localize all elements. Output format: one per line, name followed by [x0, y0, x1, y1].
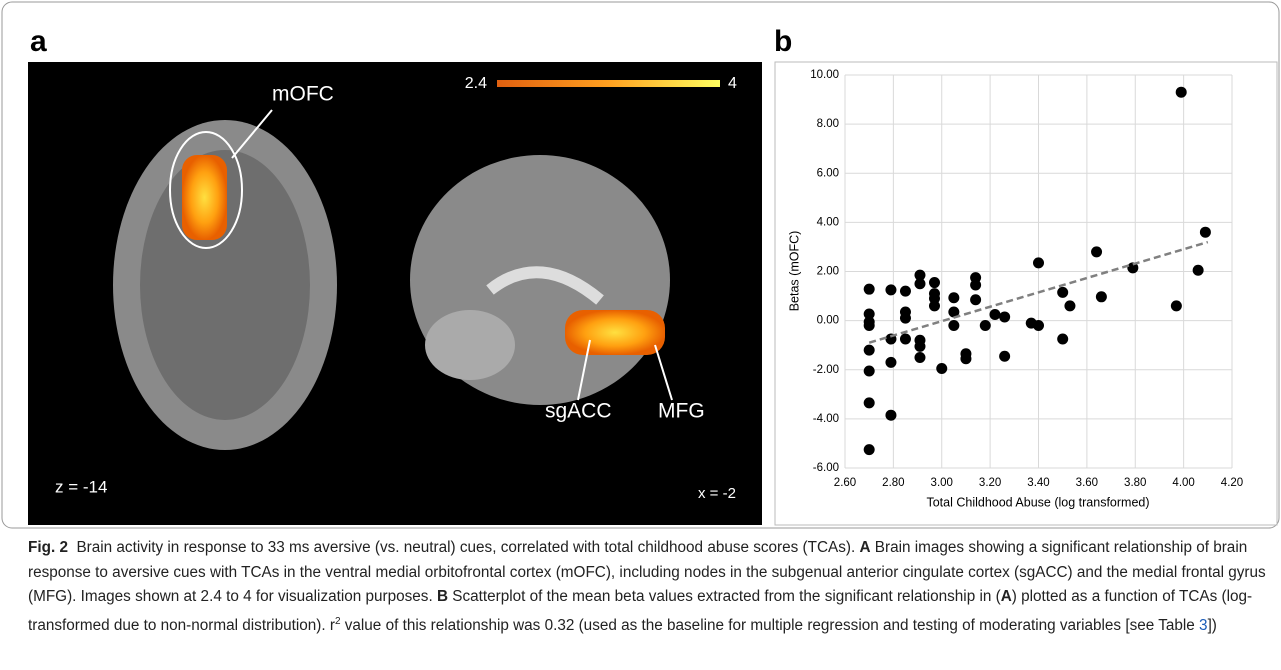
caption-text: 2 [334, 615, 341, 627]
data-point [948, 320, 960, 332]
data-point [885, 284, 897, 296]
caption-text: value of this relationship was 0.32 (use… [340, 616, 1200, 634]
region-label: sgACC [545, 400, 612, 423]
y-tick-label: 6.00 [817, 167, 839, 179]
data-point [899, 333, 911, 345]
colorbar-min: 2.4 [465, 75, 487, 92]
data-point [1192, 264, 1204, 276]
data-point [863, 320, 875, 332]
x-tick-label: 3.80 [1124, 477, 1146, 489]
data-point [863, 283, 875, 295]
corpus-callosum [486, 266, 604, 305]
data-point [1095, 291, 1107, 303]
caption-label: Fig. 2 [28, 539, 68, 556]
x-axis-label: Total Childhood Abuse (log transformed) [926, 495, 1149, 509]
colorbar-max: 4 [728, 75, 737, 92]
y-tick-label: 4.00 [817, 216, 839, 228]
data-point [970, 279, 982, 291]
figure: a b 2.4 4 mOFC sgACC MFG z = -14 x = -2 … [1, 1, 1280, 529]
panel-label: b [774, 25, 792, 58]
data-point [863, 308, 875, 320]
x-tick-label: 2.80 [882, 477, 904, 489]
figure-border [1, 1, 1280, 529]
data-point [1170, 300, 1182, 312]
cerebellum [425, 310, 515, 380]
pointer [577, 339, 591, 401]
data-point [899, 285, 911, 297]
caption-text: Brain images showing a significant relat… [28, 539, 1270, 605]
data-point [1033, 320, 1044, 332]
data-point [1057, 333, 1069, 345]
x-tick-label: 2.60 [834, 477, 856, 489]
data-point [863, 365, 875, 377]
activation [182, 155, 227, 240]
y-tick-label: 2.00 [817, 266, 839, 278]
data-point [1199, 226, 1211, 238]
data-point [948, 292, 960, 304]
x-tick-label: 4.20 [1221, 477, 1243, 489]
data-point [960, 353, 972, 365]
data-point [999, 311, 1011, 323]
data-point [914, 269, 926, 281]
y-tick-label: -2.00 [813, 364, 839, 376]
caption-text: A [1000, 588, 1012, 605]
data-point [928, 277, 940, 289]
data-point [899, 312, 911, 324]
slice-label: x = -2 [698, 485, 736, 502]
data-point [1175, 86, 1187, 98]
y-tick-label: 0.00 [817, 315, 839, 327]
caption-text: B [436, 588, 449, 605]
slice-label: z = -14 [55, 477, 107, 496]
caption: Fig. 2 Brain activity in response to 33 … [28, 536, 1268, 638]
x-tick-label: 3.20 [979, 477, 1001, 489]
colorbar [497, 80, 720, 87]
data-point [914, 340, 926, 352]
data-point [989, 308, 1001, 320]
y-tick-label: 8.00 [817, 118, 839, 130]
y-tick-label: 10.00 [810, 69, 839, 81]
data-point [863, 444, 875, 456]
x-tick-label: 3.00 [931, 477, 953, 489]
caption-text: Brain activity in response to 33 ms aver… [67, 539, 860, 556]
data-point [928, 300, 940, 312]
data-point [914, 278, 926, 290]
data-point [936, 363, 948, 375]
caption-text: ) plotted as a function of TCAs (log-tra… [28, 588, 1253, 634]
data-point [885, 409, 897, 421]
region-label: MFG [658, 400, 705, 423]
data-point [999, 350, 1011, 362]
data-point [948, 306, 960, 318]
data-point [863, 344, 875, 356]
caption-text: A [859, 539, 871, 556]
x-tick-label: 4.00 [1172, 477, 1194, 489]
pointer [654, 344, 673, 401]
data-point [1091, 246, 1103, 258]
activation [565, 310, 665, 355]
data-point [1127, 262, 1139, 274]
roi-ellipse [169, 131, 243, 249]
data-point [914, 351, 926, 363]
region-label: mOFC [272, 83, 334, 106]
y-axis-label: Betas (mOFC) [787, 231, 801, 312]
trendline [868, 240, 1209, 344]
caption-text: ]) [1207, 616, 1217, 634]
panel-label: a [30, 25, 47, 58]
chart-frame [774, 61, 1278, 526]
data-point [863, 397, 875, 409]
data-point [979, 320, 991, 332]
caption-text: Scatterplot of the mean beta values extr… [448, 588, 1001, 605]
table-link[interactable]: 3 [1199, 616, 1208, 634]
x-tick-label: 3.40 [1027, 477, 1049, 489]
data-point [1033, 257, 1044, 269]
pointer [231, 109, 273, 159]
data-point [1064, 300, 1076, 312]
data-point [970, 294, 982, 306]
data-point [885, 356, 897, 368]
y-tick-label: -4.00 [813, 413, 839, 425]
x-tick-label: 3.60 [1076, 477, 1098, 489]
data-point [1057, 286, 1069, 298]
y-tick-label: -6.00 [813, 462, 839, 474]
